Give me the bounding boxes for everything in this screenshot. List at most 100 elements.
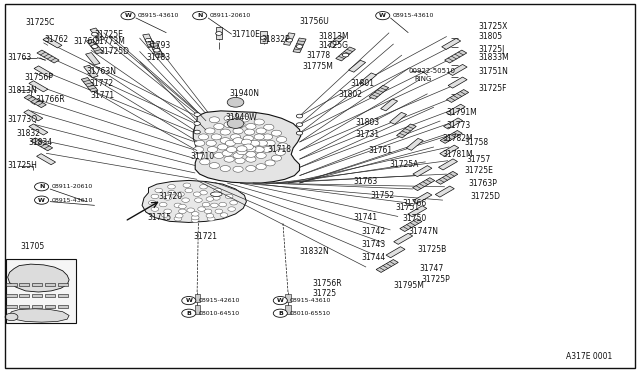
Circle shape — [182, 309, 196, 317]
Circle shape — [174, 217, 182, 221]
Circle shape — [200, 190, 207, 195]
Text: 31763: 31763 — [8, 53, 32, 62]
Circle shape — [207, 147, 218, 153]
Circle shape — [194, 113, 200, 116]
Text: 31752: 31752 — [370, 191, 394, 200]
Circle shape — [209, 117, 220, 123]
Polygon shape — [406, 138, 423, 150]
Polygon shape — [195, 294, 200, 302]
Circle shape — [256, 164, 266, 170]
Polygon shape — [448, 64, 467, 76]
Text: 08915-43610: 08915-43610 — [51, 198, 93, 203]
Circle shape — [195, 153, 205, 159]
Polygon shape — [37, 50, 59, 63]
Polygon shape — [31, 138, 52, 151]
Polygon shape — [336, 47, 355, 61]
Circle shape — [296, 123, 303, 126]
Text: 31760: 31760 — [74, 37, 98, 46]
Polygon shape — [150, 43, 163, 58]
Circle shape — [333, 41, 339, 45]
Text: 31773Q: 31773Q — [8, 115, 38, 124]
Polygon shape — [285, 305, 291, 314]
Circle shape — [195, 198, 202, 202]
Circle shape — [227, 119, 244, 128]
Text: 31813M: 31813M — [319, 32, 349, 41]
Text: W: W — [38, 198, 45, 203]
Circle shape — [214, 124, 224, 129]
Polygon shape — [45, 294, 55, 297]
Circle shape — [182, 198, 189, 202]
Text: 31725B: 31725B — [417, 246, 447, 254]
Circle shape — [209, 163, 220, 169]
Text: 31766: 31766 — [402, 199, 426, 208]
Polygon shape — [381, 99, 397, 111]
Circle shape — [185, 188, 193, 193]
Circle shape — [239, 116, 250, 122]
Circle shape — [148, 201, 156, 205]
Text: 31725A: 31725A — [389, 160, 419, 169]
Text: 31744: 31744 — [362, 253, 386, 262]
Circle shape — [246, 146, 256, 152]
Text: 08915-42610: 08915-42610 — [198, 298, 240, 303]
Polygon shape — [143, 34, 154, 46]
Polygon shape — [413, 166, 432, 177]
Polygon shape — [36, 154, 56, 165]
Polygon shape — [45, 283, 55, 286]
Circle shape — [224, 122, 234, 128]
Circle shape — [237, 146, 247, 152]
Circle shape — [183, 183, 191, 187]
Polygon shape — [34, 66, 53, 77]
Circle shape — [206, 214, 214, 218]
Text: 31940N: 31940N — [229, 89, 259, 98]
Circle shape — [296, 131, 303, 135]
Circle shape — [243, 135, 253, 141]
Polygon shape — [19, 283, 29, 286]
Polygon shape — [8, 264, 69, 292]
Text: 31771: 31771 — [91, 92, 115, 100]
Circle shape — [262, 147, 273, 153]
Text: 31782M: 31782M — [443, 134, 474, 143]
Text: 31747: 31747 — [419, 264, 444, 273]
Circle shape — [200, 185, 207, 189]
Text: 31742: 31742 — [362, 227, 386, 236]
Circle shape — [273, 309, 287, 317]
Circle shape — [174, 203, 182, 208]
Circle shape — [204, 209, 212, 214]
Polygon shape — [446, 104, 465, 115]
Circle shape — [193, 192, 201, 196]
Circle shape — [271, 155, 282, 161]
Text: 31832P: 31832P — [261, 35, 290, 44]
Circle shape — [257, 140, 268, 146]
Polygon shape — [45, 305, 55, 308]
Polygon shape — [6, 294, 17, 297]
Circle shape — [161, 213, 169, 217]
Circle shape — [224, 115, 234, 121]
Polygon shape — [394, 233, 413, 244]
Polygon shape — [444, 118, 463, 129]
Circle shape — [212, 196, 220, 200]
Circle shape — [211, 203, 218, 208]
Circle shape — [175, 214, 183, 218]
Polygon shape — [447, 90, 468, 102]
Polygon shape — [9, 309, 69, 322]
Polygon shape — [400, 219, 422, 231]
Circle shape — [224, 156, 234, 162]
Circle shape — [271, 130, 282, 136]
Circle shape — [151, 207, 159, 211]
Polygon shape — [29, 124, 48, 135]
Polygon shape — [32, 305, 42, 308]
Polygon shape — [408, 206, 427, 217]
Text: 31801: 31801 — [351, 79, 375, 88]
Text: 31743: 31743 — [362, 240, 386, 249]
Circle shape — [187, 208, 195, 212]
Text: 31725P: 31725P — [421, 275, 450, 284]
Polygon shape — [90, 28, 104, 41]
Polygon shape — [81, 77, 98, 92]
Circle shape — [191, 212, 199, 216]
Circle shape — [225, 140, 236, 146]
Circle shape — [342, 53, 349, 57]
Polygon shape — [445, 50, 467, 63]
Polygon shape — [376, 260, 398, 272]
Circle shape — [200, 159, 210, 165]
Polygon shape — [6, 283, 17, 286]
